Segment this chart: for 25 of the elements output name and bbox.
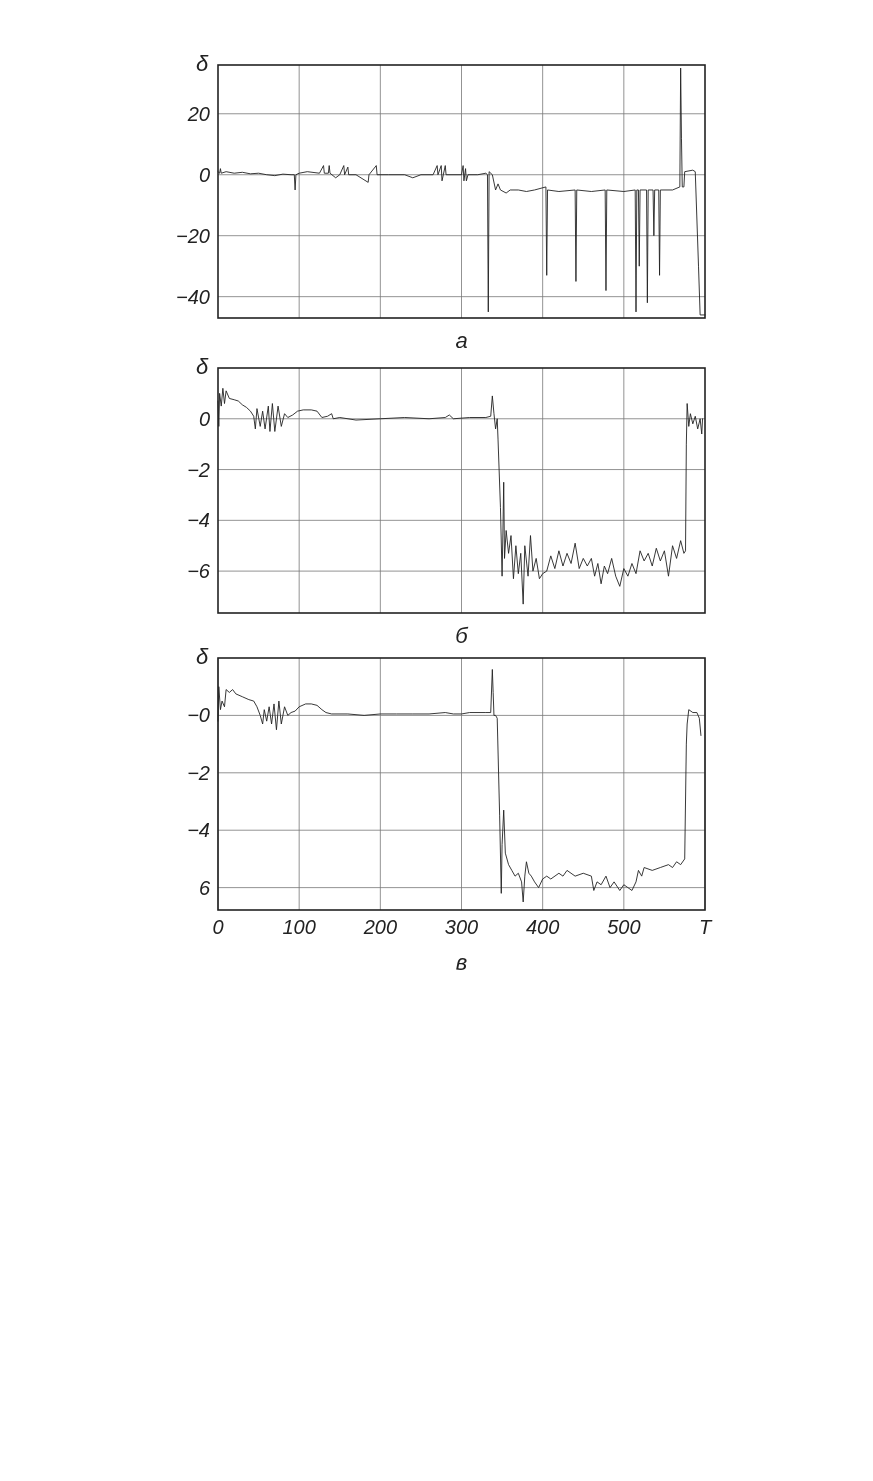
- y-tick-label: −2: [187, 761, 210, 784]
- y-axis-title: δ: [195, 644, 209, 669]
- line-series: [217, 67, 706, 316]
- x-tick-label: 200: [362, 916, 398, 938]
- y-axis-title: δ: [195, 354, 209, 379]
- x-tick-label: 100: [282, 916, 316, 938]
- x-axis-title: б: [455, 623, 470, 648]
- y-tick-label: −4: [187, 819, 210, 842]
- x-axis-title: а: [455, 328, 468, 353]
- y-tick-label: −0: [187, 704, 210, 727]
- y-tick-label: −2: [187, 458, 210, 481]
- y-tick-label: 0: [198, 163, 210, 186]
- x-axis-title: в: [455, 950, 468, 975]
- y-axis-title: δ: [195, 51, 209, 76]
- y-tick-label: −4: [187, 509, 210, 532]
- y-tick-label: 6: [198, 876, 211, 899]
- y-tick-label: −40: [176, 285, 210, 308]
- y-tick-label: −20: [176, 224, 210, 247]
- x-tick-label: 500: [607, 916, 641, 938]
- y-tick-label: −6: [187, 560, 211, 583]
- y-tick-label: 0: [198, 407, 210, 430]
- x-tick-label: 400: [525, 916, 560, 938]
- x-tick-label: T: [698, 916, 713, 938]
- x-tick-label: 300: [444, 916, 479, 938]
- y-tick-label: 20: [186, 102, 210, 125]
